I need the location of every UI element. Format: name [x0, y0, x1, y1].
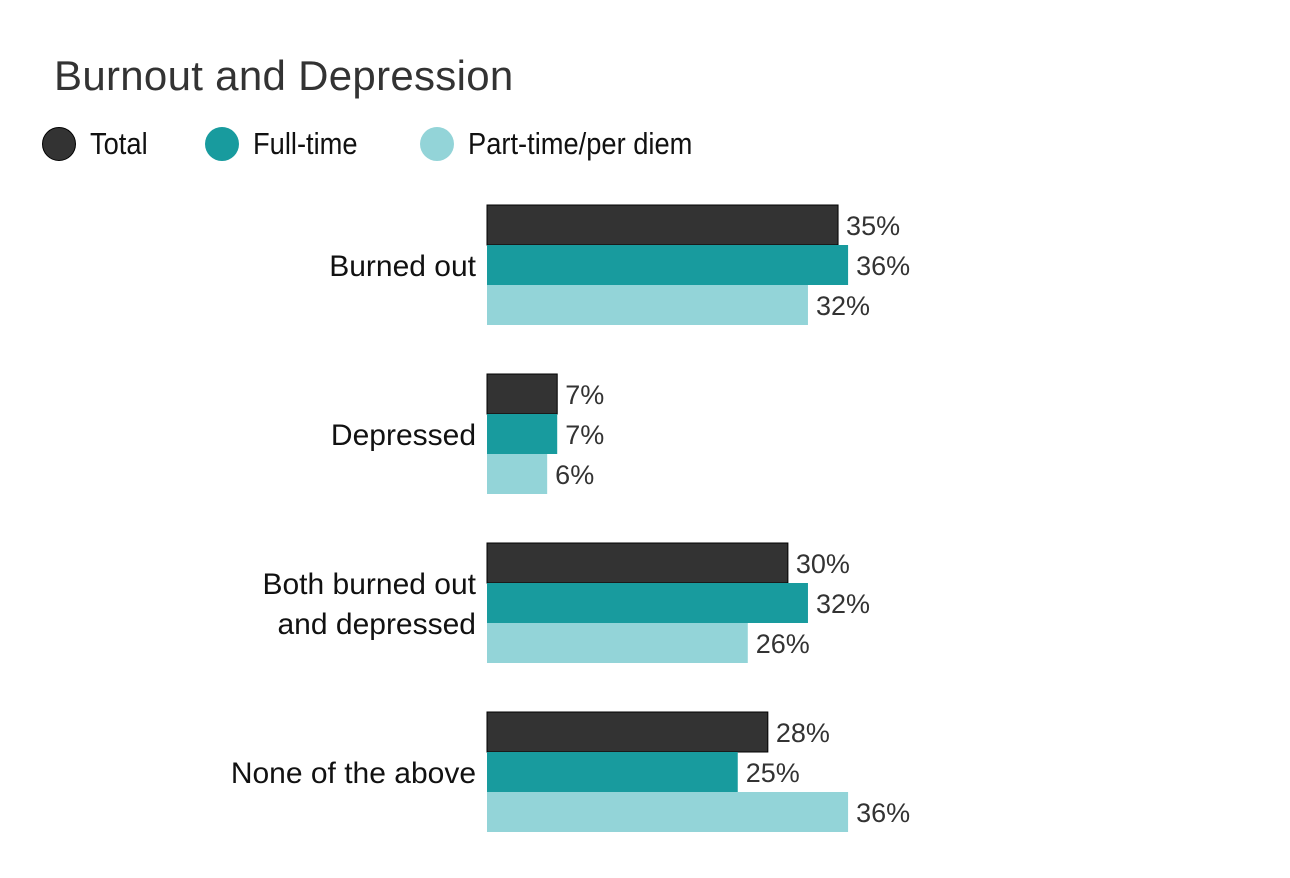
value-labels-group: 35%36%32%7%7%6%30%32%26%28%25%36% — [555, 211, 910, 828]
value-label-total-depressed: 7% — [565, 380, 604, 410]
category-labels-group: Burned out Depressed Both burned out and de… — [231, 250, 477, 790]
category-label-line: Depressed — [331, 419, 476, 452]
legend-swatch-full-time — [205, 127, 239, 161]
category-label-line: and depressed — [278, 608, 477, 641]
bar-part-time-per-diem-burned-out — [487, 285, 808, 325]
legend-swatch-part-time — [420, 127, 454, 161]
value-label-full-time-burned-out: 36% — [856, 251, 910, 281]
bar-full-time-depressed — [487, 414, 558, 454]
legend-label-full-time: Full-time — [253, 126, 358, 161]
bar-part-time-per-diem-none-of-the-above — [487, 792, 849, 832]
bar-total-burned-out — [486, 204, 839, 246]
category-label-line: Burned out — [329, 250, 476, 283]
value-label-full-time-none-of-the-above: 25% — [746, 758, 800, 788]
legend-label-total: Total — [90, 126, 148, 161]
category-label-both-burned-out-and-depressed: Both burned out and depressed — [262, 568, 476, 641]
value-label-part-time-per-diem-none-of-the-above: 36% — [856, 798, 910, 828]
value-label-part-time-per-diem-depressed: 6% — [555, 460, 594, 490]
category-label-none-of-the-above: None of the above — [231, 757, 476, 790]
bar-full-time-burned-out — [487, 245, 849, 285]
bar-total-both-burned-out-and-depressed — [486, 542, 789, 584]
bar-full-time-both-burned-out-and-depressed — [487, 583, 808, 623]
legend-label-part-time: Part-time/per diem — [468, 126, 693, 161]
legend-swatch-total — [42, 127, 76, 161]
value-label-part-time-per-diem-burned-out: 32% — [816, 291, 870, 321]
bars-group — [486, 204, 849, 832]
bar-part-time-per-diem-both-burned-out-and-depressed — [487, 623, 748, 663]
category-label-burned-out: Burned out — [329, 250, 476, 283]
value-label-full-time-depressed: 7% — [565, 420, 604, 450]
value-label-total-both-burned-out-and-depressed: 30% — [796, 549, 850, 579]
bar-total-depressed — [486, 373, 558, 415]
category-label-depressed: Depressed — [331, 419, 476, 452]
bar-part-time-per-diem-depressed — [487, 454, 548, 494]
category-label-line: None of the above — [231, 757, 476, 790]
value-label-total-burned-out: 35% — [846, 211, 900, 241]
category-label-line: Both burned out — [262, 568, 476, 601]
value-label-total-none-of-the-above: 28% — [776, 718, 830, 748]
chart-title: Burnout and Depression — [54, 52, 514, 99]
value-label-part-time-per-diem-both-burned-out-and-depressed: 26% — [756, 629, 810, 659]
bar-total-none-of-the-above — [486, 711, 769, 753]
bar-full-time-none-of-the-above — [487, 752, 738, 792]
value-label-full-time-both-burned-out-and-depressed: 32% — [816, 589, 870, 619]
